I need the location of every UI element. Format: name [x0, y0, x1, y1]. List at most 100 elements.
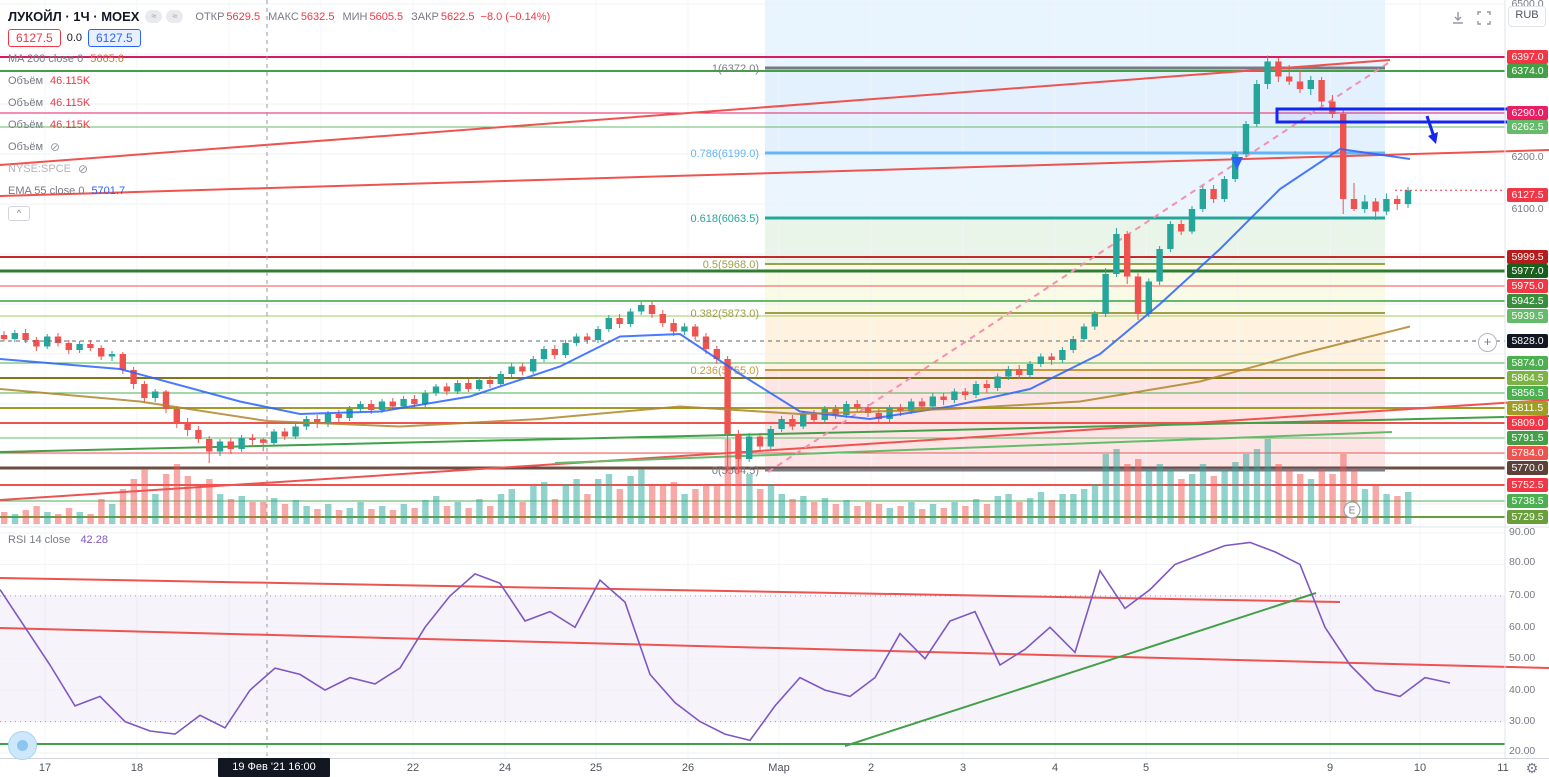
ohlc-label: МАКС — [268, 11, 299, 23]
ohlc-value: 5622.5 — [440, 11, 475, 23]
price-label: 5770.0 — [1507, 461, 1548, 475]
rsi-scale-label: 90.00 — [1509, 526, 1536, 538]
currency-button[interactable]: RUB — [1508, 6, 1546, 27]
indicator-name: MA 200 close 0 — [8, 53, 84, 65]
fullscreen-icon[interactable] — [1473, 8, 1495, 30]
indicator-row[interactable]: MA 200 close 0 5665.6 — [8, 48, 550, 70]
price-label: 6500.0 — [1511, 0, 1544, 10]
svg-text:1(6372.0): 1(6372.0) — [712, 63, 759, 75]
indicator-row[interactable]: Объём 46.115K — [8, 114, 550, 136]
change-value: −8.0 (−0.14%) — [480, 11, 551, 23]
time-label: 3 — [959, 762, 967, 774]
svg-text:0.382(5873.0): 0.382(5873.0) — [691, 308, 760, 320]
price-label: 5864.5 — [1507, 371, 1548, 385]
time-label: 5 — [1142, 762, 1150, 774]
notes-pill-icon[interactable]: ≈ — [166, 9, 184, 23]
price-label: 6290.0 — [1507, 106, 1548, 120]
rsi-scale-label: 20.00 — [1509, 745, 1536, 757]
rsi-scale-label: 60.00 — [1509, 621, 1536, 633]
price-label: 6374.0 — [1507, 64, 1548, 78]
indicator-value: 46.115K — [50, 97, 91, 109]
ohlc-label: ОТКР — [195, 11, 225, 23]
price-label: 5828.0 — [1507, 334, 1548, 348]
indicator-value: 46.115K — [50, 119, 91, 131]
price-label: 5975.0 — [1507, 279, 1548, 293]
time-label: 11 — [1497, 762, 1509, 774]
time-label: 2 — [867, 762, 875, 774]
price-label: 6127.5 — [1507, 188, 1548, 202]
ohlc-value: 5629.5 — [226, 11, 261, 23]
time-label: Мар — [768, 762, 790, 774]
indicator-rows: MA 200 close 0 5665.6 Объём 46.115K Объём 46.… — [8, 48, 550, 202]
rsi-value: 42.28 — [80, 534, 108, 546]
svg-text:0.5(5968.0): 0.5(5968.0) — [703, 259, 759, 271]
legend: ЛУКОЙЛ · 1Ч · MOEX ≈ ≈ ОТКР 5629.5 МАКС 563… — [8, 6, 550, 221]
source-pill-icon[interactable]: ≈ — [145, 9, 163, 23]
time-label: 4 — [1051, 762, 1059, 774]
svg-text:0.618(6063.5): 0.618(6063.5) — [691, 213, 760, 225]
ohlc-value: 5632.5 — [300, 11, 335, 23]
price-label: 6397.0 — [1507, 50, 1548, 64]
time-label: 25 — [589, 762, 603, 774]
time-label: 18 — [130, 762, 144, 774]
time-axis[interactable] — [0, 758, 1549, 777]
time-label: 22 — [406, 762, 420, 774]
svg-text:E: E — [1349, 506, 1356, 517]
rsi-legend: RSI 14 close 42.28 — [8, 534, 108, 546]
time-label: 17 — [38, 762, 52, 774]
indicator-row[interactable]: Объём 46.115K — [8, 70, 550, 92]
indicator-row[interactable]: NYSE:SPCE ⊘ — [8, 158, 550, 180]
price-boxes-row: 6127.5 0.0 6127.5 — [8, 28, 550, 48]
indicator-row[interactable]: EMA 55 close 0 5701.7 — [8, 180, 550, 202]
price-label: 5942.5 — [1507, 294, 1548, 308]
price-label: 6262.5 — [1507, 120, 1548, 134]
price-label: 5999.5 — [1507, 250, 1548, 264]
price-label: 5791.5 — [1507, 431, 1548, 445]
indicator-name: Объём — [8, 119, 44, 131]
indicator-name: Объём — [8, 97, 44, 109]
indicator-value: 5665.6 — [90, 53, 124, 65]
indicator-row[interactable]: Объём 46.115K — [8, 92, 550, 114]
time-label: 24 — [498, 762, 512, 774]
price-label: 6100.0 — [1511, 203, 1544, 215]
price-label: 5738.5 — [1507, 494, 1548, 508]
ask-price-box[interactable]: 6127.5 — [88, 29, 141, 47]
eye-off-icon[interactable]: ⊘ — [50, 140, 61, 154]
price-label: 5729.5 — [1507, 510, 1548, 524]
indicator-value: 46.115K — [50, 75, 91, 87]
crosshair-time-tooltip: 19 Фев '21 16:00 — [218, 758, 330, 777]
bid-price-box[interactable]: 6127.5 — [8, 29, 61, 47]
rsi-scale-label: 70.00 — [1509, 589, 1536, 601]
rsi-label: RSI 14 close — [8, 534, 71, 546]
time-label: 10 — [1413, 762, 1427, 774]
symbol-title[interactable]: ЛУКОЙЛ · 1Ч · MOEX — [8, 8, 140, 24]
gear-icon[interactable]: ⚙ — [1521, 759, 1543, 777]
add-alert-plus-icon[interactable]: + — [1478, 333, 1497, 352]
download-icon[interactable] — [1447, 8, 1469, 30]
ohlc-label: ЗАКР — [411, 11, 439, 23]
price-label: 5752.5 — [1507, 478, 1548, 492]
indicator-name: NYSE:SPCE — [8, 163, 71, 175]
price-label: 5939.5 — [1507, 309, 1548, 323]
price-label: 5874.0 — [1507, 356, 1548, 370]
rsi-scale-label: 50.00 — [1509, 652, 1536, 664]
indicator-row[interactable]: Объём ⊘ — [8, 136, 550, 158]
eye-off-icon[interactable]: ⊘ — [77, 162, 89, 176]
price-label: 5977.0 — [1507, 264, 1548, 278]
collapse-legend-button[interactable]: ^ — [8, 206, 30, 221]
svg-text:0.786(6199.0): 0.786(6199.0) — [691, 148, 760, 160]
rsi-scale-label: 80.00 — [1509, 556, 1536, 568]
watermark-logo[interactable] — [8, 731, 37, 760]
price-label: 6200.0 — [1511, 151, 1544, 163]
price-label: 5809.0 — [1507, 416, 1548, 430]
indicator-name: Объём — [8, 75, 44, 87]
rsi-scale-label: 40.00 — [1509, 684, 1536, 696]
time-label: 9 — [1326, 762, 1334, 774]
indicator-name: Объём — [8, 141, 44, 153]
indicator-name: EMA 55 close 0 — [8, 185, 85, 197]
ohlc-label: МИН — [342, 11, 368, 23]
time-label: 26 — [681, 762, 695, 774]
price-label: 5856.5 — [1507, 386, 1548, 400]
rsi-scale-label: 30.00 — [1509, 715, 1536, 727]
